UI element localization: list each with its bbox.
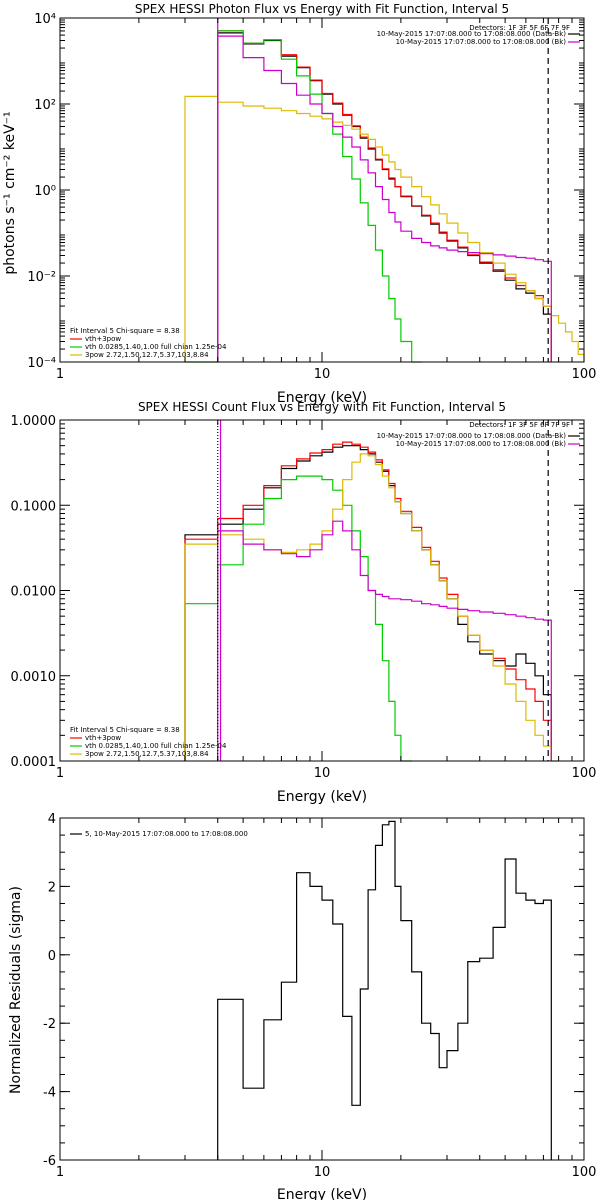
- photon-flux-ticks: 1 10 100 10⁻⁴ 10⁻² 10⁰ 10² 10⁴: [27, 12, 596, 382]
- x-tick-label: 100: [572, 1165, 597, 1180]
- count-flux-detectors: Detectors: 1F 3F 5F 6F 7F 9F: [469, 421, 570, 429]
- y-tick-label: -6: [43, 1154, 56, 1169]
- count-flux-panel: SPEX HESSI Count Flux vs Energy with Fit…: [11, 400, 597, 805]
- legend-label: 10-May-2015 17:07:08.000 to 17:08:08.000…: [396, 38, 567, 46]
- count-flux-xlabel: Energy (keV): [277, 789, 367, 805]
- series-line: [217, 35, 552, 362]
- photon-flux-detectors: Detectors: 1F 3F 5F 6F 7F 9F: [469, 24, 570, 32]
- legend-label: 5, 10-May-2015 17:07:08.000 to 17:08:08.…: [85, 830, 248, 838]
- y-tick-label: 0.1000: [11, 499, 57, 514]
- y-tick-label: 0: [48, 949, 56, 964]
- count-flux-title: SPEX HESSI Count Flux vs Energy with Fit…: [138, 400, 506, 414]
- residuals-series: [217, 820, 552, 1160]
- y-tick-label: 10⁻⁴: [27, 356, 56, 371]
- fit-legend-label: 3pow 2.72,1.50,12.7,5.37,103,8.84: [85, 750, 209, 758]
- series-line: [185, 30, 422, 363]
- y-tick-label: 1.0000: [11, 414, 57, 429]
- residuals-ylabel: Normalized Residuals (sigma): [8, 886, 24, 1094]
- x-tick-label: 100: [572, 367, 597, 382]
- series-line: [184, 445, 552, 761]
- photon-flux-frame: [59, 17, 585, 363]
- photon-flux-markers: [217, 18, 549, 362]
- photon-flux-legend: 10-May-2015 17:07:08.000 to 17:08:08.000…: [377, 30, 580, 46]
- y-tick-label: 10²: [34, 98, 56, 113]
- count-flux-markers: [217, 420, 549, 761]
- series-line: [217, 30, 552, 362]
- fit-legend-label: 3pow 2.72,1.50,12.7,5.37,103,8.84: [85, 351, 209, 359]
- y-tick-label: 0.0010: [11, 670, 57, 685]
- y-tick-label: -4: [43, 1086, 56, 1101]
- photon-flux-panel: SPEX HESSI Photon Flux vs Energy with Fi…: [2, 2, 596, 406]
- fit-legend-label: vth 0.0285,1.40,1.00 full chian 1.25e-04: [85, 742, 227, 750]
- count-flux-legend: 10-May-2015 17:07:08.000 to 17:08:08.000…: [377, 432, 580, 448]
- x-tick-label: 10: [314, 367, 331, 382]
- legend-label: 10-May-2015 17:07:08.000 to 17:08:08.000…: [377, 30, 567, 38]
- legend-label: 10-May-2015 17:07:08.000 to 17:08:08.000…: [396, 440, 567, 448]
- series-line: [184, 95, 585, 362]
- x-tick-label: 1: [56, 1165, 64, 1180]
- residuals-frame: [59, 817, 585, 1161]
- y-tick-label: 10⁴: [34, 12, 56, 27]
- y-tick-label: 10⁰: [34, 184, 56, 199]
- series-line: [184, 441, 552, 761]
- count-flux-series: [184, 441, 559, 762]
- y-tick-label: 10⁻²: [27, 270, 56, 285]
- fit-legend-label: vth+3pow: [85, 734, 121, 742]
- y-tick-label: 0.0001: [11, 755, 57, 770]
- photon-flux-series: [184, 30, 585, 363]
- series-line: [217, 820, 552, 1160]
- residuals-legend: 5, 10-May-2015 17:07:08.000 to 17:08:08.…: [70, 830, 248, 838]
- y-tick-label: -2: [43, 1017, 56, 1032]
- legend-label: 10-May-2015 17:07:08.000 to 17:08:08.000…: [377, 432, 567, 440]
- residuals-ticks: 1 10 100 -6 -4 -2 0 2 4: [43, 812, 596, 1180]
- series-line: [217, 32, 552, 362]
- count-flux-frame: [59, 419, 585, 762]
- x-tick-label: 10: [314, 766, 331, 781]
- photon-flux-ylabel: photons s⁻¹ cm⁻² keV⁻¹: [2, 111, 18, 274]
- photon-flux-fit-title: Fit Interval 5 Chi-square = 8.38: [70, 327, 180, 335]
- y-tick-label: 0.0100: [11, 585, 57, 600]
- residuals-xlabel: Energy (keV): [277, 1187, 367, 1200]
- x-tick-label: 100: [572, 766, 597, 781]
- count-flux-ticks: 1 10 100 0.0001 0.0010 0.0100 0.1000 1.0000: [11, 414, 597, 781]
- series-line: [184, 453, 559, 762]
- series-line: [217, 520, 552, 761]
- photon-flux-xlabel: Energy (keV): [277, 390, 367, 406]
- y-tick-label: 2: [48, 880, 56, 895]
- fit-legend-label: vth 0.0285,1.40,1.00 full chian 1.25e-04: [85, 343, 227, 351]
- count-flux-fit-title: Fit Interval 5 Chi-square = 8.38: [70, 726, 180, 734]
- x-tick-label: 10: [314, 1165, 331, 1180]
- fit-legend-label: vth+3pow: [85, 335, 121, 343]
- photon-flux-title: SPEX HESSI Photon Flux vs Energy with Fi…: [135, 2, 509, 16]
- y-tick-label: 4: [48, 812, 56, 827]
- x-tick-label: 1: [56, 766, 64, 781]
- residuals-panel: Energy (keV) Normalized Residuals (sigma…: [8, 812, 596, 1200]
- x-tick-label: 1: [56, 367, 64, 382]
